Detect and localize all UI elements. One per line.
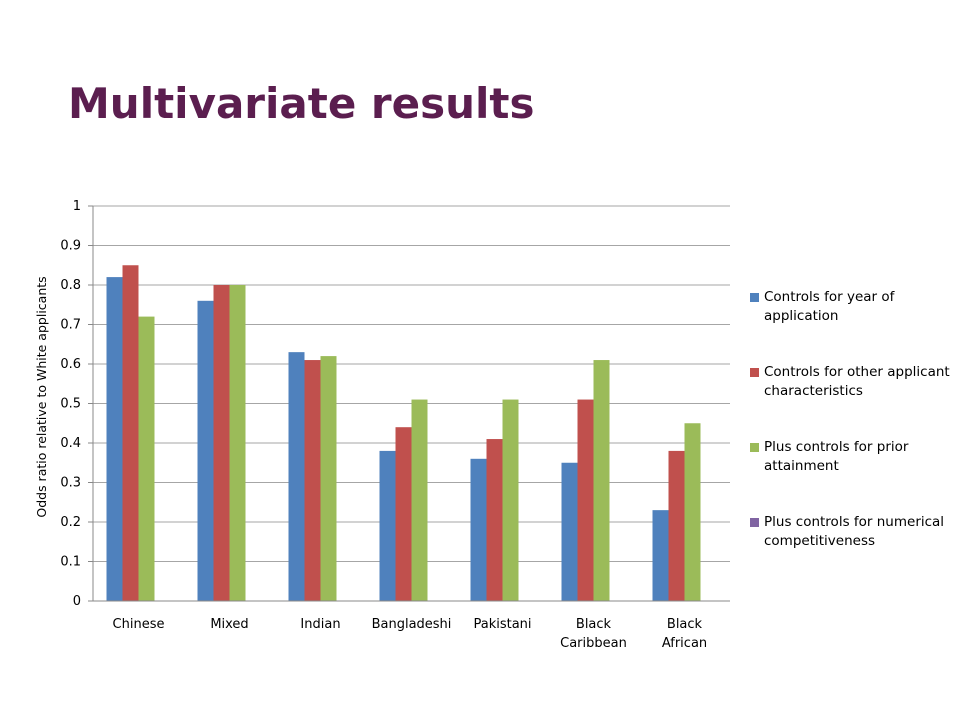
y-tick-label: 0.8 <box>60 278 81 293</box>
x-tick-label: Chinese <box>113 617 165 632</box>
y-tick-label: 0.1 <box>60 555 81 570</box>
slide-title: Multivariate results <box>68 79 535 128</box>
legend-label: Controls for other applicant characteris… <box>764 364 950 399</box>
legend-item: Controls for year of application <box>750 288 950 363</box>
bar <box>106 277 123 601</box>
x-tick-label: Black African <box>662 617 707 651</box>
bar <box>684 423 701 601</box>
bar <box>138 316 155 601</box>
legend: Controls for year of application Controls… <box>750 288 950 588</box>
legend-label: Plus controls for numerical competitiven… <box>764 514 945 549</box>
x-tick-label: Indian <box>300 617 340 632</box>
y-axis-label: Odds ratio relative to White applicants <box>34 276 49 517</box>
y-tick-label: 0.7 <box>60 318 81 333</box>
legend-label: Plus controls for prior attainment <box>764 439 909 474</box>
y-tick-label: 0.2 <box>60 515 81 530</box>
legend-item: Controls for other applicant characteris… <box>750 363 950 438</box>
legend-swatch <box>750 293 759 302</box>
legend-swatch <box>750 443 759 452</box>
bar <box>229 285 246 601</box>
y-tick-label: 0.5 <box>60 397 81 412</box>
bar <box>470 458 487 601</box>
legend-swatch <box>750 368 759 377</box>
bar <box>486 439 503 601</box>
y-tick-label: 0.3 <box>60 476 81 491</box>
bar <box>502 399 519 601</box>
bar <box>197 300 214 601</box>
bar <box>122 265 139 601</box>
bar <box>593 360 610 601</box>
bar <box>561 462 578 601</box>
bar <box>411 399 428 601</box>
bar <box>304 360 321 601</box>
x-tick-label: Black Caribbean <box>560 617 627 651</box>
bar <box>213 285 230 601</box>
legend-item: Plus controls for numerical competitiven… <box>750 513 950 588</box>
bar <box>379 450 396 601</box>
bar <box>577 399 594 601</box>
x-tick-label: Mixed <box>210 617 248 632</box>
bar <box>668 450 685 601</box>
bar <box>395 427 412 601</box>
x-tick-label: Bangladeshi <box>372 617 452 632</box>
y-tick-label: 0.6 <box>60 357 81 372</box>
bar <box>652 510 669 601</box>
x-tick-label: Pakistani <box>473 617 531 632</box>
legend-swatch <box>750 518 759 527</box>
y-tick-label: 0.4 <box>60 436 81 451</box>
y-tick-label: 0 <box>73 594 81 609</box>
bar <box>288 352 305 601</box>
y-tick-label: 0.9 <box>60 239 81 254</box>
bar <box>320 356 337 601</box>
y-tick-label: 1 <box>73 199 81 214</box>
legend-item: Plus controls for prior attainment <box>750 438 950 513</box>
legend-label: Controls for year of application <box>764 289 895 324</box>
